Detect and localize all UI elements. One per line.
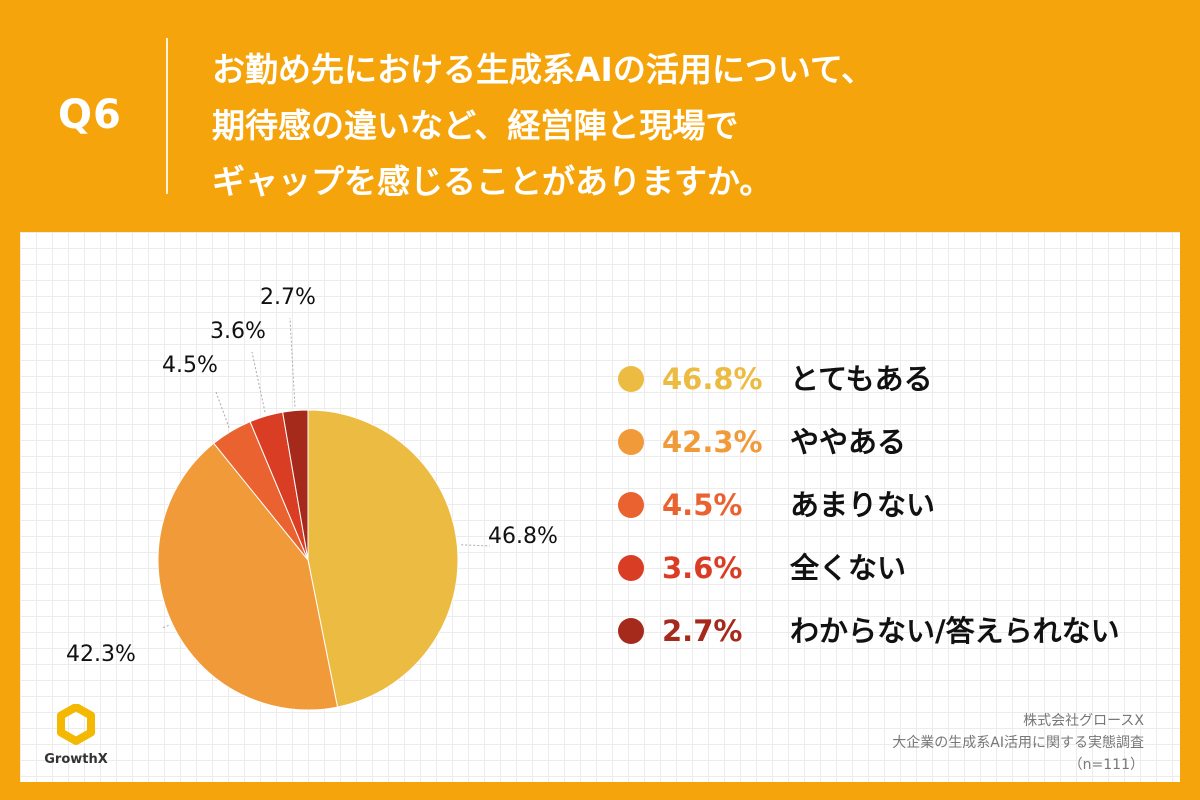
growthx-logo-icon — [57, 704, 95, 745]
question-text: お勤め先における生成系AIの活用について、 期待感の違いなど、経営陣と現場で ギ… — [212, 42, 1172, 210]
legend-label: とてもある — [790, 362, 933, 396]
legend-label: あまりない — [790, 488, 936, 522]
legend-percent: 46.8% — [662, 362, 763, 396]
legend-percent: 3.6% — [662, 551, 743, 585]
legend-dot — [618, 492, 644, 518]
logo-text: GrowthX — [44, 752, 108, 767]
pie-chart: 46.8% 42.3% 4.5% 3.6% 2.7% — [66, 285, 558, 711]
leader-line — [461, 544, 491, 547]
legend-label: 全くない — [790, 551, 907, 585]
legend-percent: 42.3% — [662, 425, 763, 459]
legend-dot — [618, 429, 644, 455]
data-label: 2.7% — [260, 285, 316, 310]
leader-line — [289, 317, 296, 407]
data-label: 46.8% — [488, 524, 558, 549]
growthx-logo: GrowthX — [34, 704, 118, 774]
question-line-1: お勤め先における生成系AIの活用について、 — [212, 50, 875, 89]
source-note: 株式会社グロースX 大企業の生成系AI活用に関する実態調査 （n=111） — [892, 710, 1144, 776]
legend-dot — [618, 618, 644, 644]
pie-slice — [157, 442, 339, 711]
source-company: 株式会社グロースX — [1023, 713, 1144, 729]
leader-line — [215, 391, 230, 428]
question-line-2: 期待感の違いなど、経営陣と現場で — [212, 106, 739, 145]
header: Q6 お勤め先における生成系AIの活用について、 期待感の違いなど、経営陣と現場… — [0, 0, 1200, 230]
source-sample: （n=111） — [1068, 757, 1144, 773]
legend-dot — [618, 555, 644, 581]
chart-panel: 46.8% 42.3% 4.5% 3.6% 2.7% 46.8% とてもある 42.3%… — [20, 232, 1180, 782]
leader-line — [161, 624, 169, 629]
legend-percent: 4.5% — [662, 488, 743, 522]
question-line-3: ギャップを感じることがありますか。 — [212, 162, 773, 201]
data-label: 4.5% — [162, 353, 218, 378]
legend-dot — [618, 366, 644, 392]
data-label: 42.3% — [66, 642, 136, 667]
question-number: Q6 — [58, 92, 122, 138]
leader-line — [251, 351, 266, 413]
data-label: 3.6% — [210, 319, 266, 344]
pie-slice — [282, 409, 309, 561]
pie-slice — [307, 409, 459, 708]
legend-label: ややある — [790, 425, 907, 459]
legend-label: わからない/答えられない — [790, 614, 1120, 648]
source-survey: 大企業の生成系AI活用に関する実態調査 — [892, 735, 1144, 751]
header-divider — [166, 38, 168, 194]
legend-percent: 2.7% — [662, 614, 743, 648]
